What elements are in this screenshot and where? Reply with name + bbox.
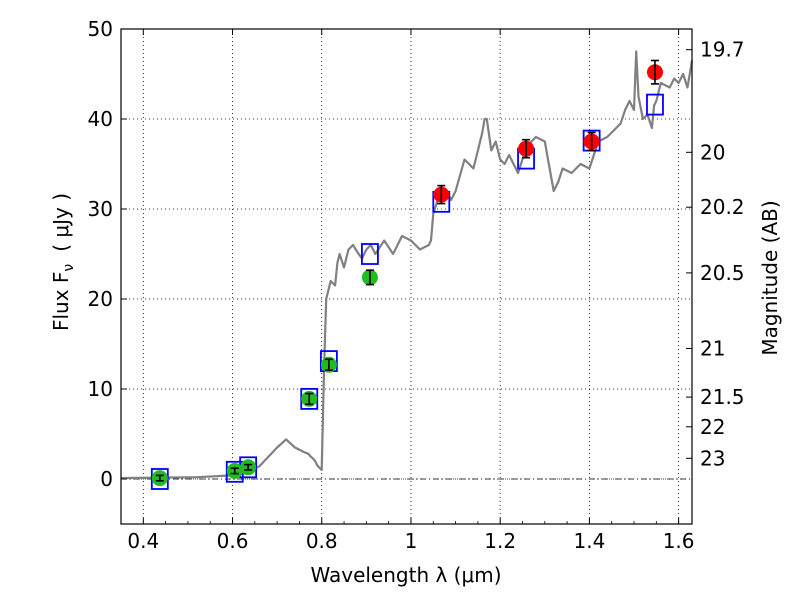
grid-lines — [121, 28, 692, 524]
model-flux-square — [646, 93, 664, 116]
y-axis-ticks: 0 10 20 30 40 50 — [88, 17, 127, 491]
x-tick-label: 0.4 — [127, 529, 159, 553]
model-flux-square — [150, 468, 169, 490]
x-tick-label: 1 — [405, 529, 418, 553]
y-axis-label-subscript: ν — [61, 264, 77, 272]
magnitude-tick-label: 21 — [700, 337, 725, 361]
x-tick-label: 1.6 — [663, 529, 695, 553]
magnitude-tick-label: 19.7 — [700, 38, 745, 62]
magnitude-tick-label: 20.2 — [700, 195, 745, 219]
x-tick-label: 0.8 — [306, 529, 338, 553]
x-axis-ticks: 0.4 0.6 0.8 1 1.2 1.4 1.6 — [120, 29, 695, 553]
magnitude-tick-label: 21.5 — [700, 385, 745, 409]
model-spectrum-line — [120, 50, 694, 480]
y-axis-label-left: Flux Fν( μJy ) — [49, 193, 77, 331]
y-tick-label: 50 — [88, 17, 113, 41]
magnitude-tick-label: 23 — [700, 446, 725, 470]
magnitude-tick-label: 20.5 — [700, 261, 745, 285]
y-tick-label: 30 — [88, 197, 113, 221]
model-flux-square — [361, 243, 379, 265]
right-axis-ticks: 19.7 20 20.2 20.5 21 21.5 22 23 — [686, 38, 745, 470]
y-tick-label: 10 — [88, 377, 113, 401]
y-tick-label: 20 — [88, 287, 113, 311]
y-axis-label-right: Magnitude (AB) — [758, 200, 782, 355]
x-tick-label: 0.6 — [217, 529, 249, 553]
y-tick-label: 40 — [88, 107, 113, 131]
x-axis-label: Wavelength λ (μm) — [310, 563, 501, 587]
series-layer — [120, 50, 694, 490]
y-tick-label: 0 — [100, 467, 113, 491]
x-tick-label: 1.4 — [573, 529, 605, 553]
x-tick-label: 1.2 — [484, 529, 516, 553]
magnitude-tick-label: 22 — [700, 415, 725, 439]
plot-frame — [120, 28, 693, 525]
magnitude-tick-label: 20 — [700, 140, 725, 164]
